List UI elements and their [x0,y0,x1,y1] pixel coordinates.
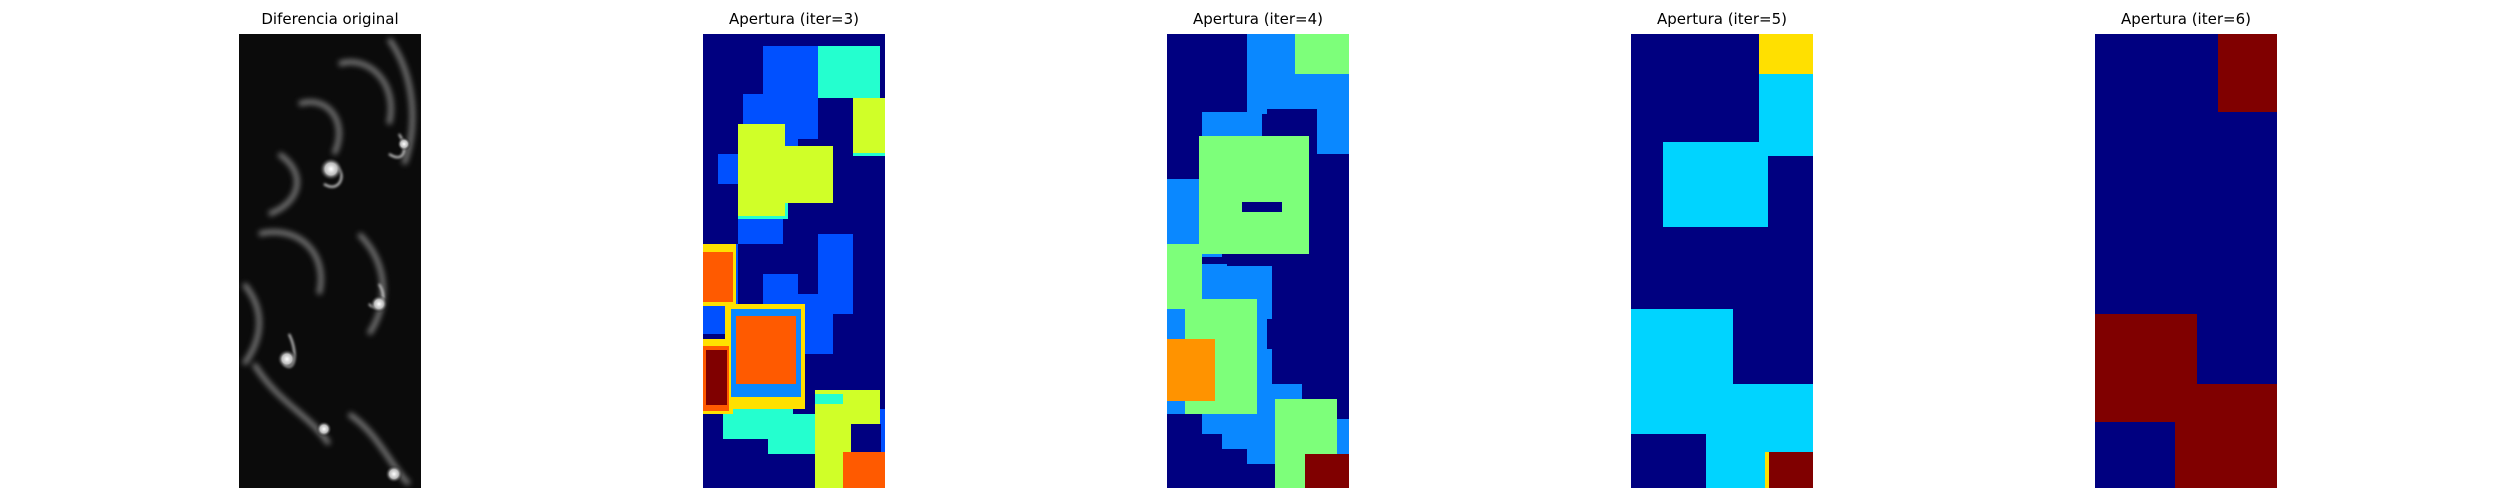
panel-apertura-iter-3: Apertura (iter=3) [703,0,885,500]
panel-apertura-iter-4: Apertura (iter=4) [1167,0,1349,500]
label-map-iter-3-svg [703,34,885,488]
grayscale-difference-svg [239,34,421,488]
label-map-iter-6 [2095,34,2277,488]
panel-title: Apertura (iter=6) [2035,10,2337,28]
panel-title: Apertura (iter=4) [1107,10,1409,28]
label-map-iter-5-svg [1631,34,1813,488]
label-map-iter-3 [703,34,885,488]
label-map-iter-6-svg [2095,34,2277,488]
grayscale-difference-image [239,34,421,488]
label-map-iter-4 [1167,34,1349,488]
panel-title: Diferencia original [179,10,481,28]
label-map-iter-4-svg [1167,34,1349,488]
panel-title: Apertura (iter=3) [643,10,945,28]
panel-title: Apertura (iter=5) [1571,10,1873,28]
panel-apertura-iter-6: Apertura (iter=6) [2095,0,2277,500]
panel-original-difference: Diferencia original [239,0,421,500]
label-map-iter-5 [1631,34,1813,488]
panel-apertura-iter-5: Apertura (iter=5) [1631,0,1813,500]
